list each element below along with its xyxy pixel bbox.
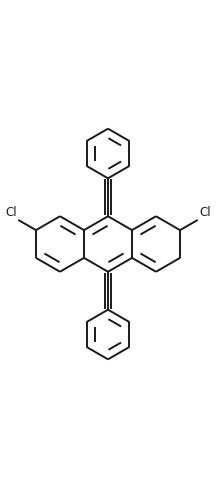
- Text: Cl: Cl: [5, 206, 17, 219]
- Text: Cl: Cl: [199, 206, 211, 219]
